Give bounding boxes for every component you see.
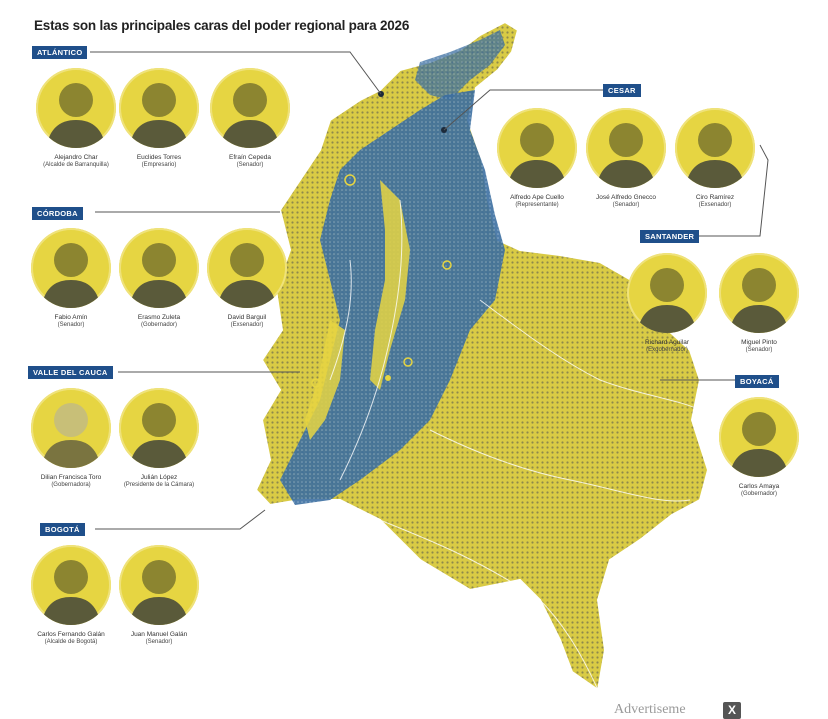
bogota-marker: [385, 375, 391, 381]
person-name: Dilian Francisca Toro: [40, 474, 102, 481]
map-title: Estas son las principales caras del pode…: [34, 18, 410, 33]
tunja-marker: [403, 357, 413, 367]
person-portrait: [31, 388, 111, 468]
person-card: Richard Aguilar (Exgobernador): [624, 253, 710, 355]
person-name: Julián López: [140, 474, 178, 481]
person-role: (Presidente de la Cámara): [123, 482, 195, 489]
person-portrait: [119, 68, 199, 148]
person-card: Ciro Ramírez (Exsenador): [672, 108, 758, 210]
person-portrait: [497, 108, 577, 188]
region-label-santander: SANTANDER: [640, 230, 700, 243]
person-name: Carlos Amaya: [738, 483, 780, 490]
region-label-boyaca: BOYACÁ: [735, 375, 779, 388]
region-label-cordoba: CÓRDOBA: [32, 207, 83, 220]
person-name: Fabio Amín: [54, 314, 88, 321]
person-name: Erasmo Zuleta: [137, 314, 181, 321]
person-role: (Gobernadora): [51, 482, 91, 489]
magdalena-valley: [370, 180, 410, 390]
person-role: (Exsenador): [230, 322, 264, 329]
person-name: Miguel Pinto: [741, 339, 777, 346]
close-ad-button[interactable]: X: [723, 702, 741, 719]
person-card: Efraín Cepeda (Senador): [207, 68, 293, 170]
person-portrait: [31, 228, 111, 308]
person-role: (Empresario): [141, 162, 177, 169]
person-card: Fabio Amín (Senador): [28, 228, 114, 330]
person-name: Alfredo Ape Cuello: [510, 194, 564, 201]
person-role: (Alcalde de Barranquilla): [43, 162, 109, 169]
person-portrait: [119, 228, 199, 308]
person-card: Carlos Amaya (Gobernador): [716, 397, 802, 499]
person-portrait: [586, 108, 666, 188]
person-portrait: [719, 253, 799, 333]
person-portrait: [36, 68, 116, 148]
advertisement-label[interactable]: Advertiseme: [614, 702, 686, 717]
connector-lines: [90, 51, 769, 530]
cauca-valley: [305, 320, 345, 440]
person-portrait: [119, 545, 199, 625]
person-role: (Exgobernador): [646, 347, 688, 354]
person-role: (Representante): [515, 202, 559, 209]
person-role: (Senador): [57, 322, 85, 329]
person-role: (Alcalde de Bogotá): [44, 639, 98, 646]
person-card: Erasmo Zuleta (Gobernador): [116, 228, 202, 330]
person-role: (Senador): [612, 202, 640, 209]
person-portrait: [210, 68, 290, 148]
person-role: (Gobernador): [740, 491, 778, 498]
person-role: (Exsenador): [698, 202, 732, 209]
person-card: David Barguil (Exsenador): [204, 228, 290, 330]
person-name: Juan Manuel Galán: [130, 631, 188, 638]
person-portrait: [31, 545, 111, 625]
region-label-valle: VALLE DEL CAUCA: [28, 366, 113, 379]
region-label-bogota: BOGOTÁ: [40, 523, 85, 536]
person-name: Alejandro Char: [54, 154, 98, 161]
river-lines: [329, 199, 701, 691]
person-name: Efraín Cepeda: [229, 154, 271, 161]
person-role: (Gobernador): [140, 322, 178, 329]
person-name: Ciro Ramírez: [695, 194, 735, 201]
person-card: Carlos Fernando Galán (Alcalde de Bogotá…: [28, 545, 114, 647]
person-portrait: [627, 253, 707, 333]
person-role: (Senador): [236, 162, 264, 169]
person-card: Juan Manuel Galán (Senador): [116, 545, 202, 647]
person-card: Alfredo Ape Cuello (Representante): [494, 108, 580, 210]
person-card: Dilian Francisca Toro (Gobernadora): [28, 388, 114, 490]
person-portrait: [719, 397, 799, 477]
region-label-atlantico: ATLÁNTICO: [32, 46, 88, 59]
person-portrait: [207, 228, 287, 308]
person-role: (Senador): [745, 347, 773, 354]
monteria-marker: [344, 174, 356, 186]
person-card: Julián López (Presidente de la Cámara): [116, 388, 202, 490]
person-portrait: [675, 108, 755, 188]
person-name: José Alfredo Gnecco: [596, 194, 656, 201]
person-name: Euclides Torres: [136, 154, 182, 161]
person-name: Carlos Fernando Galán: [37, 631, 105, 638]
caribbean-north: [415, 30, 505, 100]
region-label-cesar: CESAR: [603, 84, 641, 97]
person-card: Alejandro Char (Alcalde de Barranquilla): [33, 68, 119, 170]
person-name: David Barguil: [227, 314, 267, 321]
person-card: Miguel Pinto (Senador): [716, 253, 802, 355]
person-portrait: [119, 388, 199, 468]
bucaramanga-marker: [442, 260, 452, 270]
person-card: Euclides Torres (Empresario): [116, 68, 202, 170]
person-card: José Alfredo Gnecco (Senador): [583, 108, 669, 210]
cali-marker: [311, 378, 321, 388]
person-name: Richard Aguilar: [644, 339, 690, 346]
person-role: (Senador): [145, 639, 173, 646]
